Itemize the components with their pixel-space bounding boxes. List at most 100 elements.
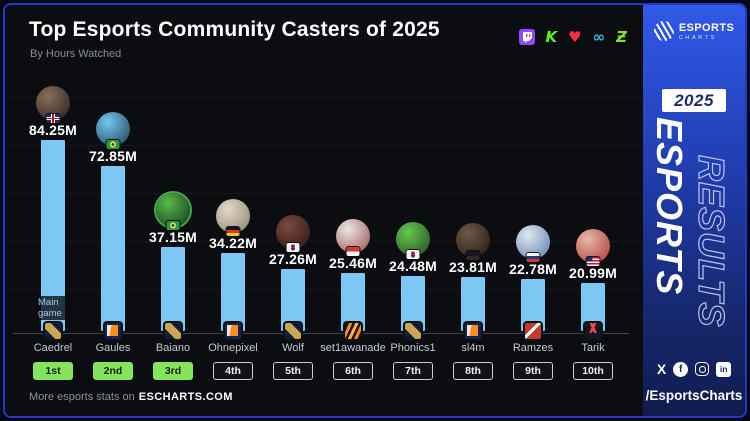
main-game-label: Main game — [35, 296, 71, 320]
caster-avatar — [456, 223, 490, 260]
gridline — [5, 241, 643, 242]
social-handle[interactable]: /EsportsCharts — [645, 388, 743, 403]
caster-column: 22.78M Ramzes 9th — [503, 5, 563, 416]
caster-name: Tarik — [581, 342, 605, 354]
caster-column: 84.25M Main game Caedrel 1st — [23, 5, 83, 416]
footer-text: More esports stats on — [29, 391, 135, 403]
x-icon[interactable]: X — [656, 361, 667, 377]
escharts-link[interactable]: ESCHARTS.COM — [138, 391, 233, 403]
caster-name: Baiano — [155, 342, 191, 354]
gridline — [5, 145, 643, 146]
caster-name: Wolf — [282, 342, 304, 354]
hours-watched-value: 22.78M — [509, 261, 557, 277]
caster-avatar — [156, 193, 190, 230]
rank-badge: 2nd — [93, 362, 133, 380]
hours-watched-value: 24.48M — [389, 258, 437, 274]
infographic-frame: Top Esports Community Casters of 2025 By… — [3, 3, 747, 418]
caster-avatar — [516, 225, 550, 262]
hours-watched-value: 34.22M — [209, 235, 257, 251]
caster-column: 37.15M Baiano 3rd — [143, 5, 203, 416]
game-icon-lol — [43, 321, 63, 341]
flag-kr-icon — [406, 250, 420, 259]
axis-baseline — [13, 333, 629, 334]
vertical-title-results: RESULTS — [690, 154, 732, 328]
z-stroke-icon: Ƶ — [616, 28, 627, 46]
hours-watched-value: 27.26M — [269, 251, 317, 267]
rank-badge: 8th — [453, 362, 493, 380]
caster-avatar — [576, 229, 610, 266]
caster-name: Caedrel — [33, 342, 73, 354]
game-icon-cs2 — [463, 321, 483, 341]
kick-icon: K — [545, 28, 558, 46]
caster-name: Gaules — [95, 342, 131, 354]
flag-kr-icon — [286, 243, 300, 252]
rank-badge: 10th — [573, 362, 613, 380]
rank-badge: 1st — [33, 362, 73, 380]
escharts-logo-text: ESPORTS CHARTS — [679, 22, 734, 41]
footer-note: More esports stats on ESCHARTS.COM — [29, 391, 233, 403]
rank-badge: 9th — [513, 362, 553, 380]
hours-watched-value: 72.85M — [89, 148, 137, 164]
caster-name: sl4m — [461, 342, 485, 354]
game-icon-valorant — [583, 321, 603, 341]
game-icon-lol — [283, 321, 303, 341]
rank-badge: 7th — [393, 362, 433, 380]
caster-column: 24.48M Phonics1 7th — [383, 5, 443, 416]
bar-chart: 84.25M Main game Caedrel 1st 72.85M Gaul… — [5, 5, 643, 416]
heart-icon: ♥ — [568, 28, 582, 46]
game-icon-lol — [403, 321, 423, 341]
game-icon-lol — [163, 321, 183, 341]
hours-watched-value: 23.81M — [449, 259, 497, 275]
bar — [281, 269, 305, 331]
linkedin-icon[interactable]: in — [716, 361, 732, 377]
game-icon-mlbb — [343, 321, 363, 341]
flag-us-icon — [586, 257, 600, 266]
logo-title: ESPORTS — [678, 21, 735, 34]
page-subtitle: By Hours Watched — [30, 48, 122, 60]
bar — [221, 253, 245, 331]
caster-avatar — [216, 199, 250, 236]
rank-badge: 3rd — [153, 362, 193, 380]
infinity-icon: ∞ — [592, 28, 606, 46]
caster-name: set1awanade — [320, 342, 386, 354]
gridline — [5, 97, 643, 98]
flag-id-icon — [346, 247, 360, 256]
caster-avatar — [36, 86, 70, 123]
hours-watched-value: 84.25M — [29, 122, 77, 138]
caster-column: 72.85M Gaules 2nd — [83, 5, 143, 416]
hours-watched-value: 25.46M — [329, 255, 377, 271]
page-title: Top Esports Community Casters of 2025 — [29, 18, 440, 41]
rank-badge: 6th — [333, 362, 373, 380]
caster-name: Phonics1 — [390, 342, 436, 354]
caster-column: 34.22M Ohnepixel 4th — [203, 5, 263, 416]
bar — [161, 247, 185, 331]
caster-avatar — [96, 112, 130, 149]
caster-column: 25.46M set1awanade 6th — [320, 5, 386, 416]
hours-watched-value: 20.99M — [569, 265, 617, 281]
game-icon-cs2 — [223, 321, 243, 341]
year-badge: 2025 — [662, 89, 726, 112]
flag-gb-icon — [46, 114, 60, 123]
caster-column: 23.81M sl4m 8th — [443, 5, 503, 416]
rank-badge: 5th — [273, 362, 313, 380]
gridline — [5, 289, 643, 290]
caster-column: 27.26M Wolf 5th — [263, 5, 323, 416]
caster-avatar — [336, 219, 370, 256]
flag-ru-icon — [526, 253, 540, 262]
platform-icons: K ♥ ∞ Ƶ — [518, 28, 627, 46]
caster-name: Ohnepixel — [208, 342, 258, 354]
gridline — [5, 193, 643, 194]
instagram-icon[interactable] — [695, 362, 710, 376]
caster-avatar — [396, 222, 430, 259]
escharts-logo: ESPORTS CHARTS — [643, 21, 745, 41]
chart-panel: Top Esports Community Casters of 2025 By… — [5, 5, 643, 416]
flag-br-icon — [166, 221, 180, 230]
flag-de-icon — [226, 227, 240, 236]
flag-br-icon — [106, 140, 120, 149]
caster-avatar — [276, 215, 310, 252]
game-icon-cs2 — [103, 321, 123, 341]
flag-dark-icon — [466, 251, 480, 260]
logo-subtitle: CHARTS — [678, 34, 717, 41]
facebook-icon[interactable]: f — [673, 361, 689, 377]
